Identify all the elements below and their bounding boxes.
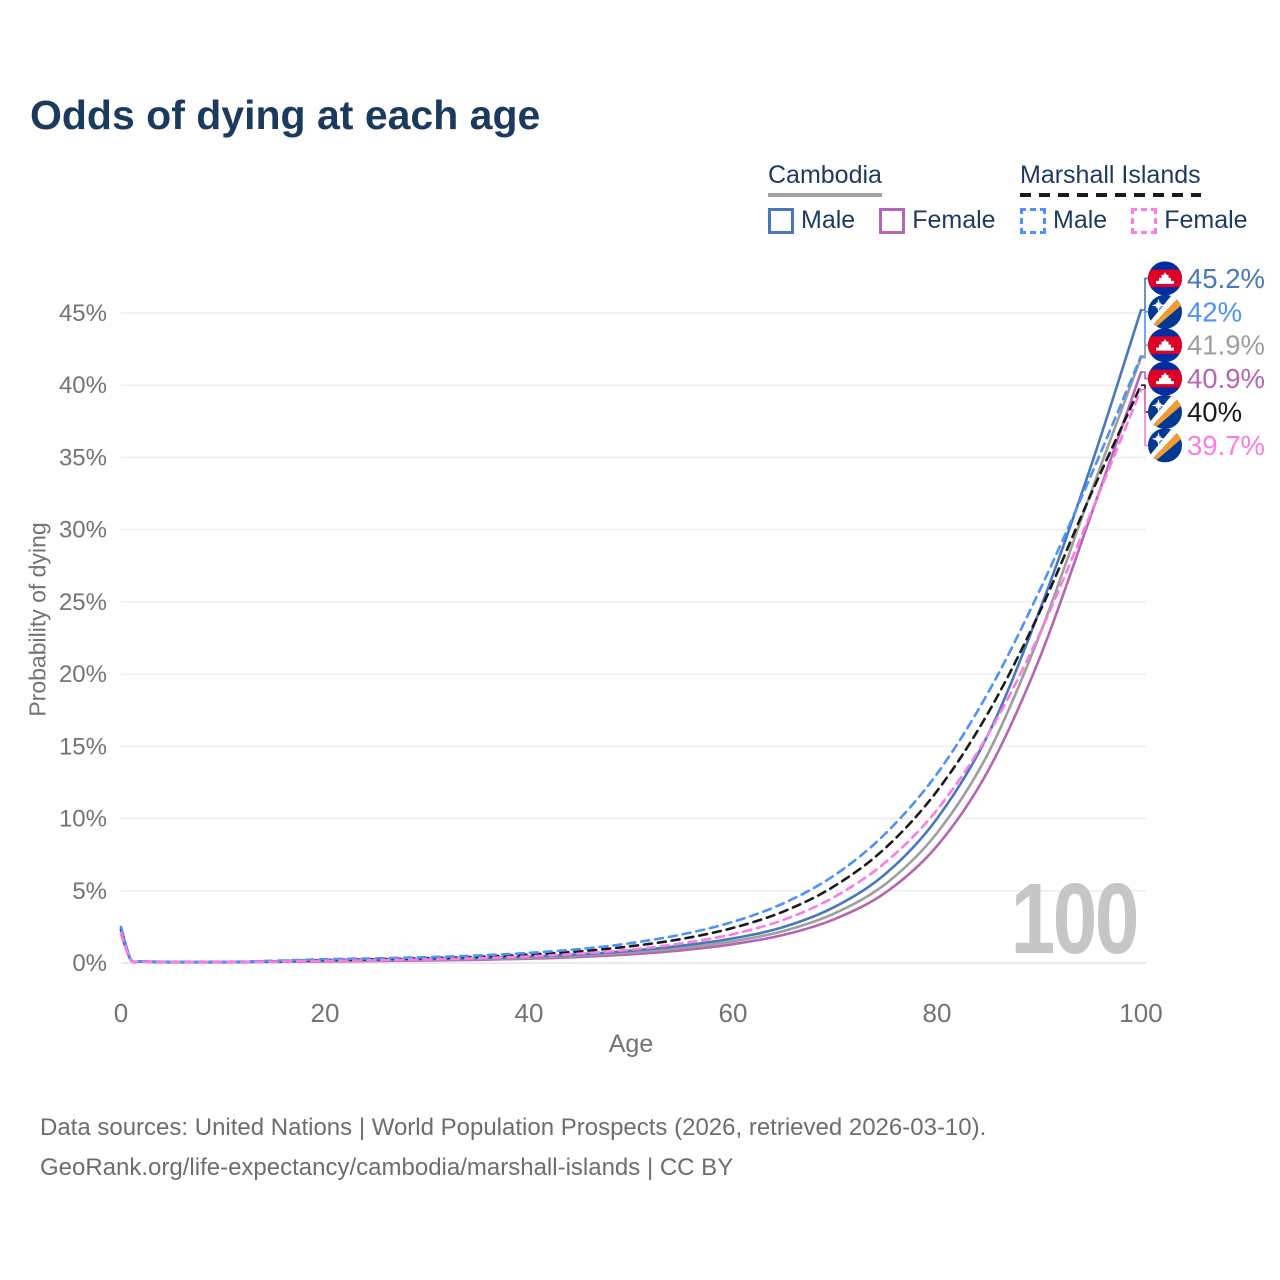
- legend-group-cambodia: Cambodia Male Female: [768, 161, 996, 235]
- marshall-islands-flag-icon: [1148, 394, 1182, 429]
- legend-label-marshall-female: Female: [1164, 206, 1248, 234]
- end-value-label-cambodia-female: 40.9%: [1187, 363, 1265, 394]
- y-tick-label: 20%: [59, 661, 107, 688]
- series-line-cambodia-both-sexes: [119, 356, 1143, 964]
- cambodia-flag-icon: [1148, 261, 1182, 296]
- x-axis-title: Age: [609, 1030, 653, 1058]
- gridlines: [121, 312, 1146, 964]
- chart-title: Odds of dying at each age: [30, 92, 541, 138]
- legend-label-cambodia-male: Male: [801, 206, 856, 234]
- x-tick-label: 40: [515, 998, 544, 1028]
- legend-country-marshall-islands-label: Marshall Islands: [1020, 161, 1201, 189]
- x-tick-label: 80: [923, 998, 952, 1028]
- y-tick-label: 0%: [72, 950, 107, 977]
- cambodia-male-swatch-icon: [768, 207, 794, 234]
- cambodia-female-swatch-icon: [879, 207, 906, 234]
- legend-item-cambodia-female[interactable]: Female: [879, 206, 996, 235]
- series-line-cambodia-female: [119, 370, 1143, 964]
- legend-country-cambodia-label: Cambodia: [768, 161, 882, 189]
- y-tick-label: 40%: [59, 372, 107, 399]
- x-tick-label: 0: [114, 998, 128, 1028]
- series-line-marshall-islands-female: [119, 388, 1143, 964]
- footer-source-line: Data sources: United Nations | World Pop…: [40, 1114, 987, 1141]
- cambodia-flag-icon: [1148, 361, 1182, 396]
- y-tick-label: 35%: [59, 444, 107, 471]
- axis-tick-labels: 0% 5% 10% 15% 20% 25% 30% 35% 40% 45% 0 20 40 60 80 100…: [59, 300, 1163, 1058]
- series-line-cambodia-male: [119, 308, 1143, 964]
- y-tick-label: 30%: [59, 517, 107, 544]
- leader-line-marshall-islands-female: [1141, 388, 1148, 447]
- legend-country-cambodia: Cambodia: [768, 161, 882, 197]
- y-tick-label: 10%: [59, 806, 107, 833]
- legend-label-cambodia-female: Female: [912, 206, 996, 234]
- legend-item-cambodia-male[interactable]: Male: [768, 206, 855, 235]
- marshall-islands-flag-icon: [1148, 294, 1182, 329]
- legend-country-marshall-islands: Marshall Islands: [1020, 161, 1201, 197]
- x-tick-label: 100: [1119, 998, 1162, 1028]
- age-counter-watermark: 100: [1010, 863, 1140, 975]
- legend-item-marshall-male[interactable]: Male: [1020, 206, 1107, 235]
- footer: Data sources: United Nations | World Pop…: [40, 1108, 986, 1188]
- series-line-marshall-islands-male: [119, 355, 1143, 964]
- marshall-male-swatch-icon: [1020, 207, 1046, 234]
- legend-underline-marshall-islands: [1020, 193, 1201, 197]
- y-tick-label: 5%: [72, 878, 107, 905]
- y-tick-label: 25%: [59, 589, 107, 616]
- series-line-marshall-islands-both-sexes: [119, 383, 1143, 964]
- end-value-label-marshall-islands-male: 42%: [1187, 296, 1242, 327]
- end-labels: 45.2%42%41.9%40.9%40%39.7%: [1141, 261, 1265, 463]
- y-tick-label: 45%: [59, 300, 107, 327]
- leader-line-cambodia-male: [1141, 277, 1148, 311]
- legend-item-marshall-female[interactable]: Female: [1131, 206, 1248, 235]
- legend-group-marshall-islands: Marshall Islands Male Female: [1020, 161, 1248, 235]
- end-value-label-cambodia-both-sexes: 41.9%: [1187, 330, 1265, 361]
- end-value-label-marshall-islands-both-sexes: 40%: [1187, 396, 1242, 427]
- cambodia-flag-icon: [1148, 328, 1182, 363]
- legend-label-marshall-male: Male: [1053, 206, 1108, 234]
- end-value-label-marshall-islands-female: 39.7%: [1187, 430, 1265, 461]
- footer-url-line: GeoRank.org/life-expectancy/cambodia/mar…: [40, 1154, 734, 1181]
- marshall-female-swatch-icon: [1131, 207, 1158, 234]
- leader-line-marshall-islands-male: [1141, 310, 1148, 358]
- marshall-islands-flag-icon: [1148, 428, 1182, 463]
- end-value-label-cambodia-male: 45.2%: [1187, 263, 1265, 294]
- legend-underline-cambodia: [768, 193, 882, 197]
- series-lines: [119, 308, 1143, 964]
- leader-line-cambodia-both-sexes: [1141, 344, 1148, 359]
- leader-line-cambodia-female: [1141, 371, 1148, 380]
- x-tick-label: 20: [311, 998, 340, 1028]
- y-tick-label: 15%: [59, 733, 107, 760]
- x-tick-label: 60: [719, 998, 748, 1028]
